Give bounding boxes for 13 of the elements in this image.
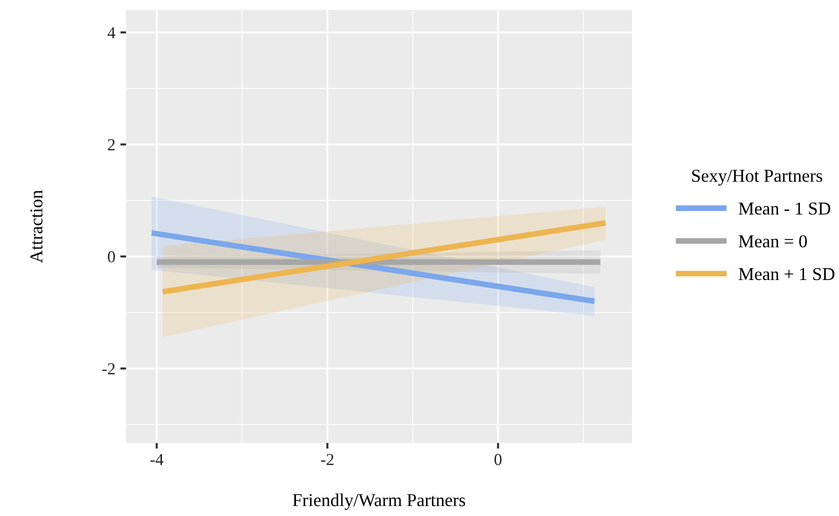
x-axis-title: Friendly/Warm Partners <box>292 494 466 510</box>
x-tick-label: -4 <box>150 454 164 465</box>
legend-label: Mean + 1 SD <box>738 268 834 280</box>
y-tick-label: 4 <box>108 27 116 38</box>
legend-title: Sexy/Hot Partners <box>692 170 822 186</box>
y-axis-title: Attraction <box>30 190 42 263</box>
y-tick-label: 2 <box>108 139 115 150</box>
y-tick-label: 0 <box>108 251 115 262</box>
legend-label: Mean - 1 SD <box>738 202 830 215</box>
x-tick-label: -2 <box>321 454 334 465</box>
legend-label: Mean = 0 <box>738 235 807 248</box>
x-tick-label: 0 <box>494 454 502 466</box>
y-tick-label: -2 <box>102 363 115 374</box>
